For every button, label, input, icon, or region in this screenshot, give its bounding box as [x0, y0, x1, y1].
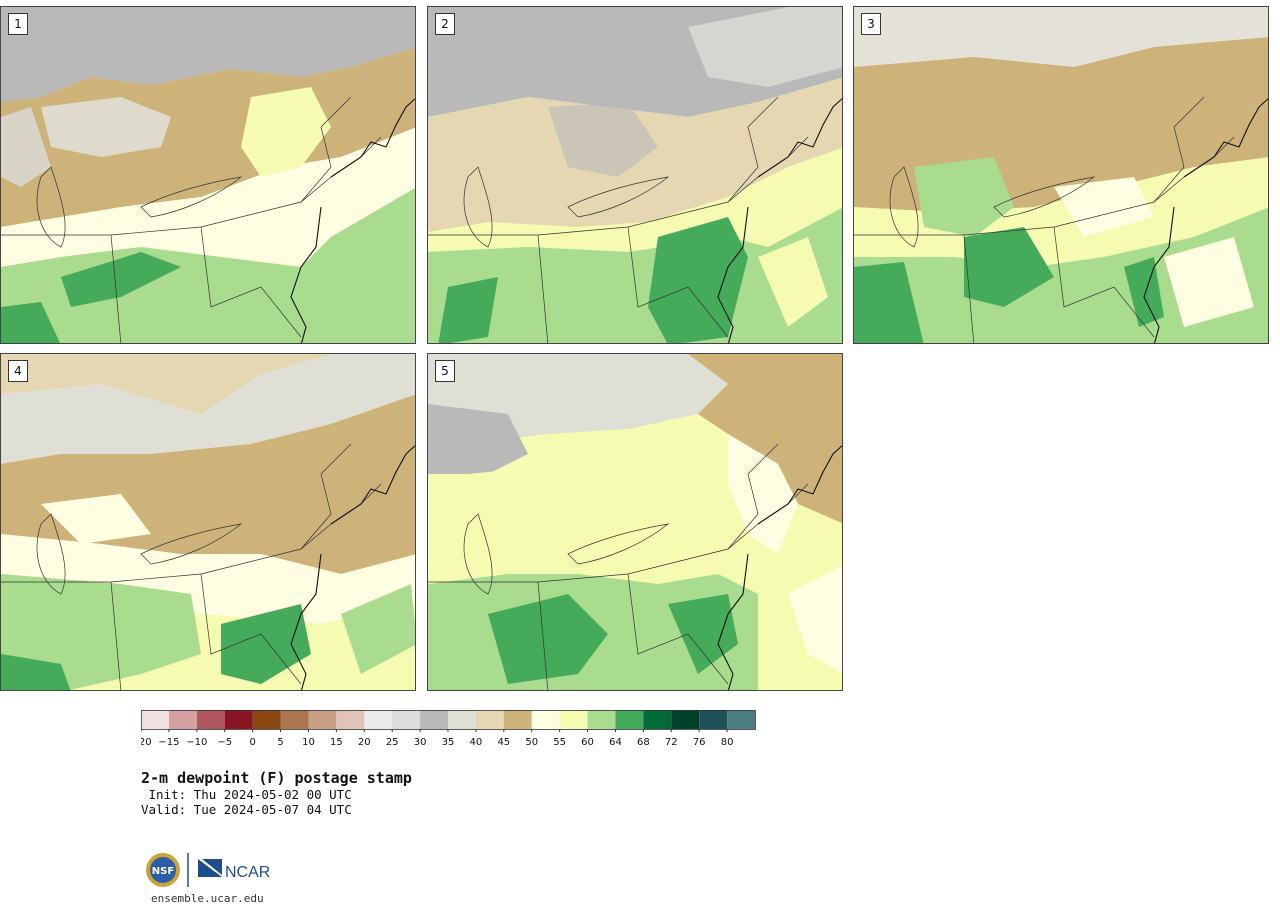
- map-panel-1: 1: [0, 6, 416, 344]
- colorbar-tick-label: 30: [414, 737, 427, 748]
- panel-number-label: 4: [8, 360, 28, 382]
- colorbar-tick-label: 25: [386, 737, 399, 748]
- panel-number-label: 5: [435, 360, 455, 382]
- colorbar-tick-label: 55: [553, 737, 566, 748]
- chart-title: 2-m dewpoint (F) postage stamp: [141, 769, 412, 787]
- colorbar-tick-label: 0: [249, 737, 255, 748]
- nsf-ncar-logo: NSF NCAR: [146, 853, 270, 887]
- colorbar-tick-label: 35: [442, 737, 455, 748]
- panel-number-label: 3: [861, 13, 881, 35]
- panel-number-label: 2: [435, 13, 455, 35]
- colorbar-swatch: [224, 710, 253, 729]
- dewpoint-map-2: [428, 7, 842, 343]
- colorbar-tick-label: 76: [693, 737, 706, 748]
- site-url: ensemble.ucar.edu: [151, 892, 264, 905]
- colorbar-swatch: [727, 710, 755, 729]
- dewpoint-map-4: [1, 354, 415, 690]
- colorbar-swatch: [531, 710, 560, 729]
- colorbar-tick-label: −20: [141, 737, 152, 748]
- colorbar-swatch: [615, 710, 644, 729]
- valid-time: Valid: Tue 2024-05-07 04 UTC: [141, 802, 352, 817]
- colorbar-tick-label: −15: [158, 737, 179, 748]
- colorbar-swatch: [392, 710, 421, 729]
- map-panel-5: 5: [427, 353, 843, 691]
- colorbar-swatch: [503, 710, 532, 729]
- svg-text:NCAR: NCAR: [225, 864, 270, 881]
- colorbar-swatch: [587, 710, 616, 729]
- colorbar-tick-label: 64: [609, 737, 622, 748]
- colorbar-swatch: [196, 710, 225, 729]
- colorbar-tick-label: 50: [525, 737, 538, 748]
- map-panel-4: 4: [0, 353, 416, 691]
- dewpoint-map-3: [854, 7, 1268, 343]
- colorbar-swatch: [364, 710, 393, 729]
- colorbar-swatch: [141, 710, 169, 729]
- colorbar-tick-label: 20: [358, 737, 371, 748]
- colorbar-tick-label: 80: [721, 737, 734, 748]
- colorbar-tick-label: 15: [330, 737, 343, 748]
- colorbar-swatch: [308, 710, 337, 729]
- colorbar-swatch: [671, 710, 700, 729]
- colorbar-tick-label: 45: [497, 737, 510, 748]
- colorbar-tick-label: 68: [637, 737, 650, 748]
- colorbar-swatch: [252, 710, 281, 729]
- colorbar-swatch: [420, 710, 448, 729]
- colorbar-tick-label: 5: [277, 737, 283, 748]
- colorbar-swatch: [448, 710, 476, 729]
- map-panel-3: 3: [853, 6, 1269, 344]
- colorbar-tick-label: 40: [470, 737, 483, 748]
- colorbar-tick-label: −5: [217, 737, 232, 748]
- map-panel-2: 2: [427, 6, 843, 344]
- colorbar-swatch: [168, 710, 197, 729]
- colorbar-tick-label: 72: [665, 737, 678, 748]
- dewpoint-map-5: [428, 354, 842, 690]
- colorbar-swatch: [475, 710, 504, 729]
- colorbar-swatch: [280, 710, 309, 729]
- dewpoint-colorbar: −20 −15 −10 −5 0 5 10 15 20 25 30 35 40 45 50 55 60 64 68 7…: [141, 710, 756, 748]
- ncar-icon: [198, 859, 222, 877]
- dewpoint-map-1: [1, 7, 415, 343]
- init-time: Init: Thu 2024-05-02 00 UTC: [141, 787, 352, 802]
- colorbar-tick-label: −10: [186, 737, 207, 748]
- colorbar-tick-label: 60: [581, 737, 594, 748]
- panel-number-label: 1: [8, 13, 28, 35]
- title-block: 2-m dewpoint (F) postage stamp Init: Thu…: [141, 769, 412, 817]
- colorbar-swatch: [699, 710, 728, 729]
- colorbar-swatch: [336, 710, 365, 729]
- colorbar-tick-label: 10: [302, 737, 315, 748]
- colorbar-swatch: [643, 710, 672, 729]
- svg-text:NSF: NSF: [152, 866, 174, 877]
- colorbar-swatch: [559, 710, 588, 729]
